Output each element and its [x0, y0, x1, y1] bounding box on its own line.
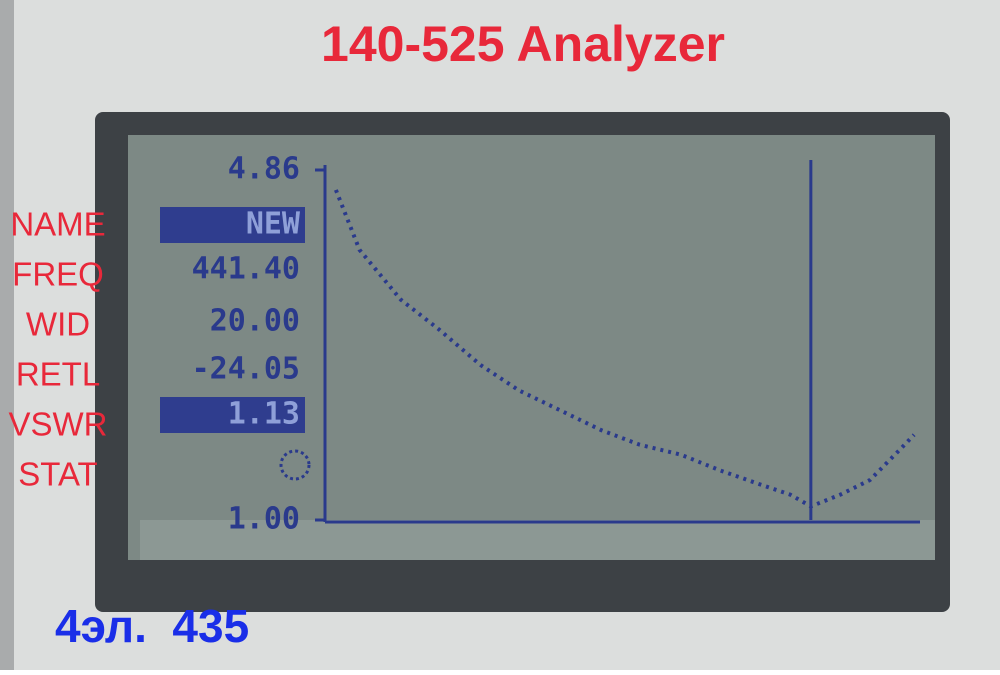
y-tick-label: 1.00 [228, 502, 300, 537]
vswr-curve [334, 189, 916, 509]
lcd-glare [140, 520, 935, 560]
title: 140-525 Analyzer [321, 16, 725, 72]
highlight [160, 207, 305, 243]
side-label: RETL [16, 356, 100, 393]
footer-text: 4эл. 435 [55, 600, 249, 652]
reading: NEW [246, 207, 301, 242]
reading: 441.40 [192, 252, 300, 287]
edge [0, 0, 14, 670]
y-tick-label: 4.86 [228, 152, 300, 187]
reading: 1.13 [228, 397, 300, 432]
lcd [128, 135, 935, 560]
side-label: FREQ [12, 256, 104, 293]
reading: -24.05 [192, 352, 300, 387]
side-label: WID [26, 306, 90, 343]
side-label: NAME [10, 206, 105, 243]
stat-icon [279, 449, 311, 481]
highlight [160, 397, 305, 433]
reading: 20.00 [210, 304, 300, 339]
side-label: STAT [18, 456, 97, 493]
side-label: VSWR [9, 406, 108, 443]
